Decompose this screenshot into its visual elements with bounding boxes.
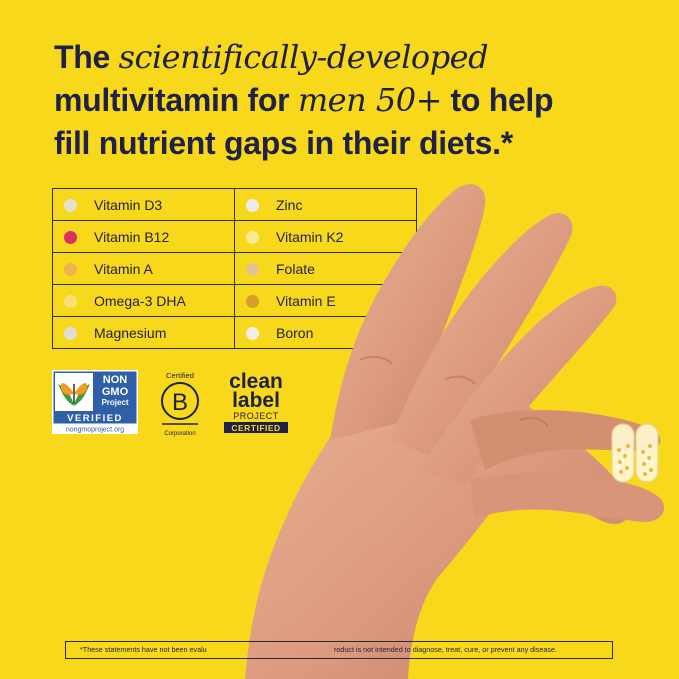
nutrient-color-dot <box>246 198 259 212</box>
nutrient-color-dot <box>64 198 77 212</box>
disclaimer-text-left: *These statements have not been evalu <box>80 645 207 654</box>
nutrient-label: Zinc <box>276 196 303 213</box>
disclaimer-box: *These statements have not been evalu ro… <box>65 641 613 659</box>
disclaimer-text-right: roduct is not intended to diagnose, trea… <box>334 645 557 654</box>
non-gmo-verified-badge: NON GMO Project VERIFIED nongmoproject.o… <box>52 370 138 434</box>
nutrient-label: Omega-3 DHA <box>94 292 186 309</box>
nutrient-cell: Vitamin D3 <box>52 188 235 221</box>
table-row: Vitamin D3 Zinc <box>52 188 417 221</box>
bcorp-corporation-text: Corporation <box>164 431 195 437</box>
clean-text: clean <box>229 370 283 393</box>
capsule-icon <box>611 423 659 483</box>
nutrient-label: Vitamin A <box>94 260 153 277</box>
headline: The scientifically-developed multivitami… <box>54 36 654 165</box>
nutrient-table: Vitamin D3 Zinc Vitamin B12 Vitamin K2 V… <box>52 188 417 349</box>
nutrient-cell: Magnesium <box>52 316 235 349</box>
headline-italic-text: scientifically-developed <box>118 38 489 76</box>
clean-label-project-badge: clean label PROJECT CERTIFIED <box>224 370 288 433</box>
headline-italic-text: men 50+ <box>297 81 443 119</box>
headline-line-2: multivitamin for men 50+ to help <box>54 79 654 122</box>
nutrient-color-dot <box>246 294 259 308</box>
headline-text: The <box>54 39 119 75</box>
nutrient-color-dot <box>64 294 77 308</box>
nutrient-color-dot <box>64 262 77 276</box>
nutrient-label: Boron <box>276 324 314 341</box>
nutrient-color-dot <box>246 326 259 340</box>
nutrient-cell: Vitamin K2 <box>234 220 417 253</box>
nutrient-cell: Vitamin B12 <box>52 220 235 253</box>
nutrient-label: Folate <box>276 260 315 277</box>
project-text: PROJECT <box>233 411 279 421</box>
bcorp-letter-text: B <box>172 389 188 416</box>
nutrient-label: Vitamin K2 <box>276 228 344 245</box>
nutrient-label: Vitamin B12 <box>94 228 170 245</box>
table-row: Vitamin B12 Vitamin K2 <box>52 220 417 253</box>
headline-text: multivitamin for <box>54 82 298 118</box>
b-corp-logo-icon <box>161 382 199 420</box>
certified-text: CERTIFIED <box>231 423 280 433</box>
nutrient-color-dot <box>246 230 259 244</box>
headline-text: to help <box>441 82 554 118</box>
nutrient-color-dot <box>246 262 259 276</box>
headline-line-3: fill nutrient gaps in their diets.* <box>54 125 513 161</box>
label-text: label <box>232 389 280 412</box>
bcorp-certified-text: Certified <box>166 371 194 380</box>
hand-icon <box>245 184 665 679</box>
nongmo-verified-text: VERIFIED <box>67 413 123 424</box>
nongmo-project-text: Project <box>101 398 128 407</box>
nongmo-url-text: nongmoproject.org <box>66 427 124 434</box>
nutrient-label: Magnesium <box>94 324 167 341</box>
headline-line-1: The scientifically-developed <box>54 36 654 79</box>
nongmo-non-text: NON <box>103 374 128 386</box>
nutrient-color-dot <box>64 230 77 244</box>
nutrient-color-dot <box>64 326 77 340</box>
nutrient-label: Vitamin E <box>276 292 336 309</box>
b-corp-certified-badge: Certified B Corporation <box>161 371 199 437</box>
nutrient-label: Vitamin D3 <box>94 196 163 213</box>
nongmo-gmo-text: GMO <box>102 386 129 398</box>
